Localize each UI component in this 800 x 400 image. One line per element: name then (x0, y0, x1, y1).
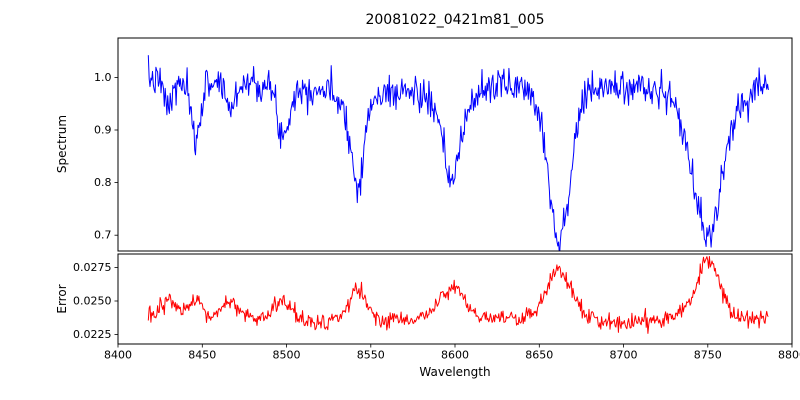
y-tick-label: 0.0225 (73, 328, 112, 341)
x-tick-label: 8400 (104, 349, 132, 362)
x-tick-label: 8600 (441, 349, 469, 362)
x-tick-label: 8650 (525, 349, 553, 362)
error-axes-frame (117, 253, 793, 345)
x-tick-label: 8450 (188, 349, 216, 362)
x-axis-label: Wavelength (419, 365, 491, 379)
x-tick-label: 8700 (610, 349, 638, 362)
chart-title: 20081022_0421m81_005 (365, 12, 545, 28)
x-tick-label: 8800 (778, 349, 800, 362)
y-tick-label: 0.8 (94, 176, 112, 189)
y-tick-label: 0.7 (94, 229, 112, 242)
spectrum-axes-frame (117, 37, 793, 252)
y-tick-label: 0.0275 (73, 261, 112, 274)
spectrum-y-axis-label: Spectrum (55, 114, 69, 174)
x-tick-label: 8550 (357, 349, 385, 362)
x-tick-label: 8500 (273, 349, 301, 362)
y-tick-label: 0.9 (94, 124, 112, 137)
y-tick-label: 0.0250 (73, 295, 112, 308)
error-y-axis-label: Error (55, 284, 69, 314)
y-tick-label: 1.0 (94, 71, 112, 84)
error-line (147, 256, 769, 334)
x-tick-label: 8750 (694, 349, 722, 362)
spectrum-line (147, 55, 769, 251)
